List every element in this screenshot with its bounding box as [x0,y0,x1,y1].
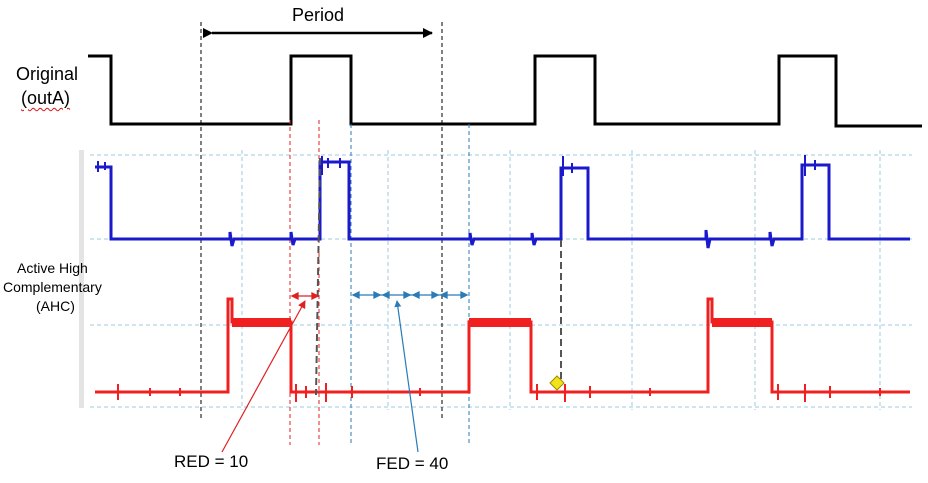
scope-cursors [315,157,562,396]
original-signal-name: (outA) [21,88,71,108]
fed-callout-line [394,300,419,453]
ahc-label-line3: (AHC) [36,298,75,314]
blue-trace-noise [97,155,830,215]
fed-value-label: FED = 40 [376,454,449,473]
red-measure-arrow [290,291,320,301]
original-waveform [88,54,922,128]
period-markers [200,22,443,420]
ahc-label-line2: Complementary [3,279,102,295]
trigger-marker [549,375,565,391]
scope-grid [90,150,912,410]
period-label: Period [292,5,345,25]
ahc-label-line1: Active High [17,260,88,276]
original-label: Original [16,64,79,84]
red-callout-line [221,300,306,453]
red-trace-noise [117,318,881,402]
red-trace [95,297,910,394]
red-edge-markers [289,120,320,445]
fed-measure-arrow [351,290,469,300]
blue-trace [95,160,910,249]
scope-panel-border [79,150,84,408]
red-value-label: RED = 10 [174,452,249,471]
